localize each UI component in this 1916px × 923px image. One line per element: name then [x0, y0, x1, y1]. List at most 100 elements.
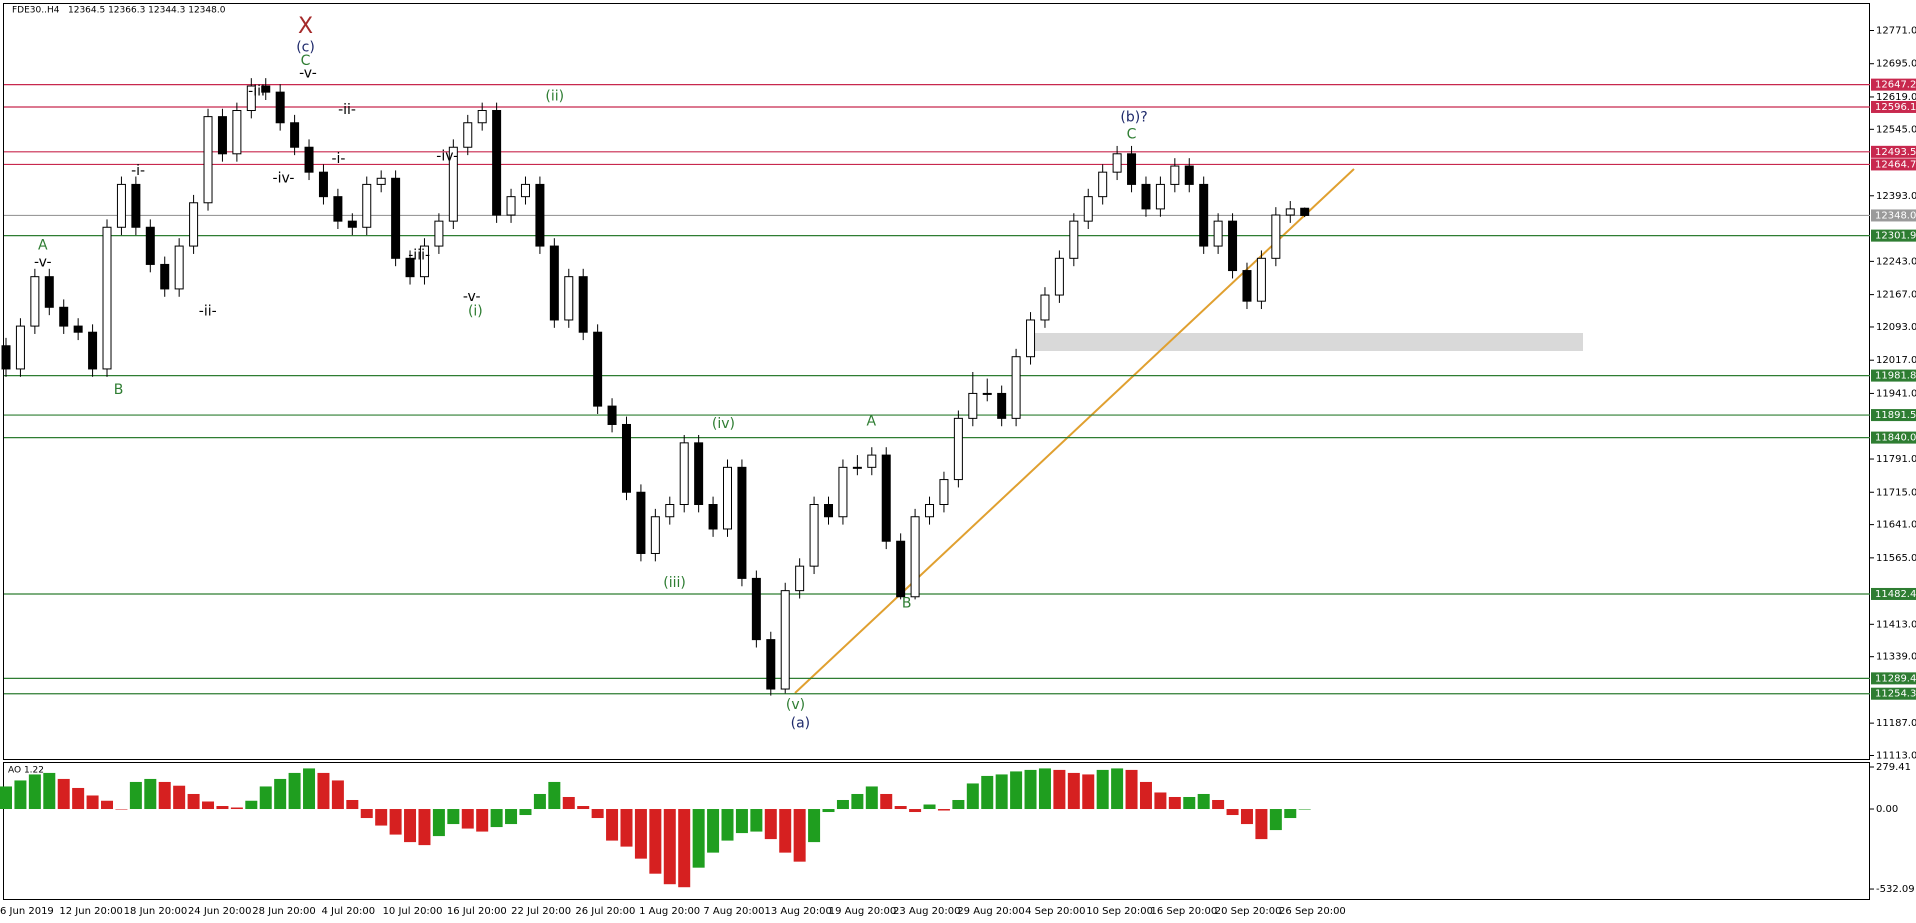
- candle-body: [564, 276, 574, 321]
- x-tick-label: 23 Aug 20:00: [893, 906, 960, 917]
- ao-bar: [519, 809, 532, 816]
- ao-bar: [808, 809, 821, 843]
- candle-body: [73, 325, 83, 333]
- candle-body: [896, 540, 906, 598]
- candle-body: [1213, 220, 1223, 247]
- ao-bar: [259, 786, 272, 810]
- wave-label: -iv-: [273, 170, 295, 186]
- ao-bar: [851, 793, 864, 810]
- y-tick-label: 11339.0: [1876, 652, 1916, 663]
- ao-bar: [202, 801, 215, 810]
- wave-label: -iii-: [408, 247, 430, 263]
- candle-body: [1300, 207, 1310, 216]
- x-tick-label: 6 Jun 2019: [0, 906, 54, 917]
- level-label: 11482.4: [1875, 589, 1916, 600]
- candle-body: [824, 504, 834, 518]
- ao-bar: [1082, 774, 1095, 810]
- ao-bar: [1183, 796, 1196, 810]
- level-label-box: [1871, 158, 1916, 171]
- candle-body: [434, 220, 444, 247]
- wave-label: -ii-: [199, 304, 217, 320]
- ao-bar: [86, 795, 99, 810]
- candle-body: [939, 479, 949, 506]
- wave-label: (a): [791, 715, 811, 731]
- ao-bar: [101, 800, 114, 810]
- candle-body: [535, 183, 545, 247]
- candle-body: [1, 345, 11, 370]
- wave-label: A: [866, 414, 876, 430]
- candle-body: [1069, 220, 1079, 259]
- candle-body: [694, 442, 704, 506]
- ao-bar: [966, 783, 979, 810]
- level-label: 12301.9: [1875, 231, 1916, 242]
- ao-bar: [634, 809, 647, 859]
- ao-bar: [375, 809, 388, 826]
- ao-bar: [591, 809, 604, 819]
- candle-body: [925, 504, 935, 518]
- wave-label: B: [902, 596, 912, 612]
- y-tick-label: 12393.0: [1876, 191, 1916, 202]
- level-label: 11289.4: [1875, 673, 1916, 684]
- wave-label: (v): [786, 697, 805, 713]
- ao-bar: [923, 804, 936, 810]
- candle-body: [1054, 257, 1064, 296]
- ao-bar: [822, 809, 835, 813]
- candle-body: [189, 202, 199, 247]
- ao-bar: [880, 793, 893, 810]
- y-tick-label: 12545.0: [1876, 124, 1916, 135]
- x-tick-label: 22 Jul 20:00: [511, 906, 571, 917]
- candle-body: [910, 516, 920, 598]
- ao-bar: [692, 809, 705, 868]
- wave-label: -iv-: [436, 148, 458, 164]
- ao-bar: [721, 809, 734, 841]
- ao-bar: [620, 809, 633, 847]
- candle-body: [838, 466, 848, 518]
- ao-bar: [1053, 769, 1066, 810]
- candle-body: [391, 177, 401, 259]
- ao-bar: [404, 809, 417, 843]
- ao-y-tick-label: -532.09: [1876, 884, 1915, 895]
- wave-label: -v-: [463, 289, 481, 305]
- x-tick-label: 16 Sep 20:00: [1150, 906, 1217, 917]
- candle-body: [636, 491, 646, 554]
- candle-body: [679, 442, 689, 506]
- x-tick-label: 16 Jul 20:00: [447, 906, 507, 917]
- y-tick-label: 12619.0: [1876, 92, 1916, 103]
- ao-bar: [678, 809, 691, 888]
- ao-y-tick-label: 279.41: [1876, 762, 1911, 773]
- candle-body: [463, 122, 473, 148]
- ao-bar: [577, 806, 590, 810]
- wave-label: -i-: [331, 151, 345, 167]
- candle-body: [290, 122, 300, 148]
- y-tick-label: 12167.0: [1876, 290, 1916, 301]
- ao-bar: [1038, 768, 1051, 810]
- candle-body: [1256, 257, 1266, 302]
- candle-body: [232, 110, 242, 155]
- level-label: 12647.2: [1875, 80, 1916, 91]
- candle-body: [44, 276, 54, 308]
- candle-body: [30, 276, 40, 327]
- level-label-box: [1871, 78, 1916, 91]
- ao-bar: [1212, 799, 1225, 810]
- candle-body: [982, 392, 992, 395]
- ao-bar: [1024, 769, 1037, 810]
- ao-bar: [1240, 809, 1253, 825]
- wave-label: (i): [468, 304, 483, 320]
- candle-body: [145, 226, 155, 265]
- ao-bar: [0, 786, 12, 810]
- x-tick-label: 26 Jul 20:00: [575, 906, 635, 917]
- ao-bar: [937, 809, 950, 811]
- ao-bar: [303, 768, 316, 810]
- ao-bar: [952, 799, 965, 810]
- x-tick-label: 10 Sep 20:00: [1086, 906, 1153, 917]
- candle-body: [723, 466, 732, 530]
- ao-bar: [894, 806, 907, 810]
- ao-bar: [187, 793, 200, 810]
- candle-body: [174, 245, 184, 290]
- level-label-box: [1871, 587, 1916, 600]
- ao-bar: [115, 809, 128, 810]
- candle-body: [1184, 165, 1194, 185]
- candle-body: [246, 85, 256, 112]
- level-label: 11840.0: [1875, 433, 1916, 444]
